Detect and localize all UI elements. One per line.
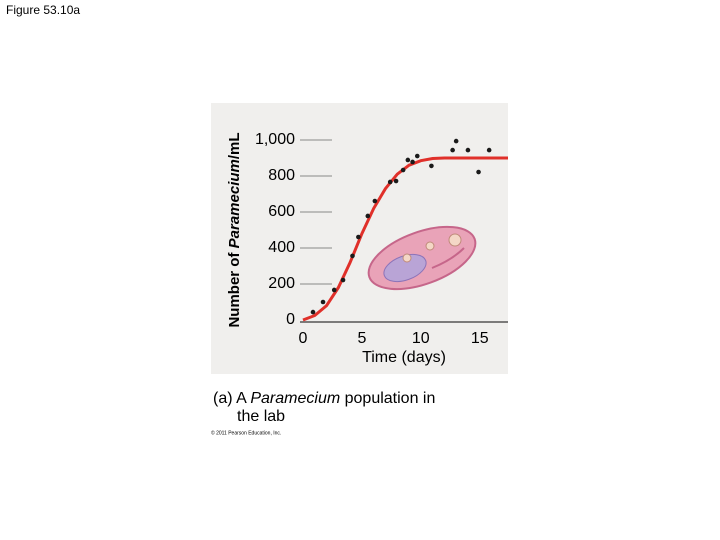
caption-part: (a) A: [213, 390, 250, 407]
y-tick-label: 0: [286, 311, 295, 328]
data-point: [372, 198, 378, 204]
x-tick-label: 5: [357, 330, 366, 347]
y-tick-label: 400: [268, 239, 295, 256]
y-tick-label: 200: [268, 275, 295, 292]
data-point: [310, 309, 316, 315]
caption-line: the lab: [237, 408, 285, 425]
caption-part: Paramecium: [250, 390, 340, 407]
x-tick-label: 15: [471, 330, 489, 347]
caption: (a) A Paramecium population in: [213, 390, 435, 407]
figure-label: Figure 53.10a: [6, 3, 80, 17]
data-point: [393, 178, 399, 184]
caption-part: population in: [340, 390, 435, 407]
data-point: [414, 153, 420, 159]
data-point: [486, 147, 492, 153]
logistic-curve: [302, 156, 508, 322]
data-point: [331, 287, 337, 293]
data-point: [465, 147, 471, 153]
data-point: [405, 157, 411, 163]
data-point: [400, 167, 406, 173]
y-tick-label: 800: [268, 167, 295, 184]
data-point: [320, 299, 326, 305]
data-point: [340, 277, 346, 283]
x-axis-label: Time (days): [362, 349, 446, 366]
data-point: [476, 169, 481, 175]
x-tick-label: 0: [299, 330, 308, 347]
y-axis-label: Number of Paramecium/mL: [226, 132, 243, 327]
paramecium-illustration: [367, 225, 477, 291]
y-tick-label: 1,000: [255, 131, 295, 148]
y-label-part: Paramecium: [226, 159, 243, 248]
data-point: [387, 179, 393, 185]
data-point: [450, 147, 455, 153]
data-point: [410, 159, 415, 165]
y-label-part: Number of: [226, 248, 243, 327]
data-point: [429, 163, 434, 169]
data-point: [350, 253, 355, 259]
data-point: [356, 234, 361, 240]
y-label-part: /mL: [226, 132, 243, 159]
y-tick-label: 600: [268, 203, 295, 220]
copyright: © 2011 Pearson Education, Inc.: [211, 429, 281, 436]
data-point: [365, 213, 371, 219]
x-tick-label: 10: [412, 330, 430, 347]
data-point: [453, 138, 459, 144]
